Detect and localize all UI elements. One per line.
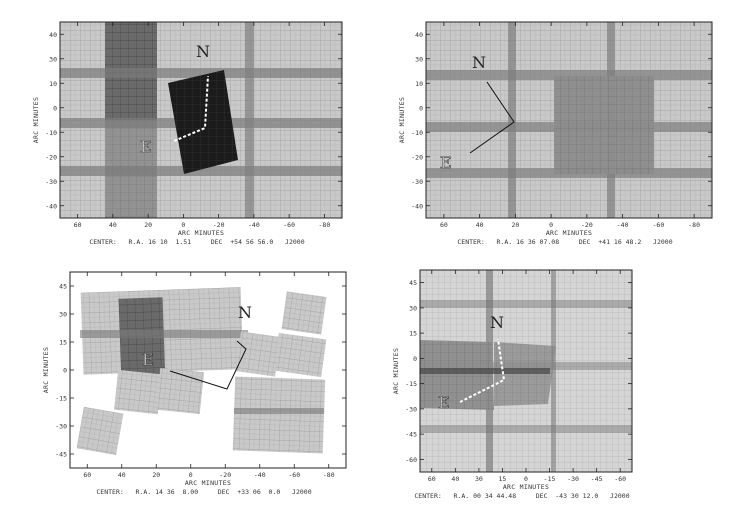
x-tick-label: -15	[544, 475, 556, 483]
x-tick-label: 20	[152, 471, 160, 479]
x-tick-label: -45	[591, 475, 603, 483]
x-tick-label: 30	[475, 475, 483, 483]
compass-e-label: E	[438, 393, 450, 412]
y-tick-label: 0	[63, 367, 67, 375]
y-tick-label: 30	[409, 304, 417, 312]
x-tick-label: -60	[288, 471, 300, 479]
compass-top-left: N E	[140, 42, 210, 156]
y-tick-label: 45	[409, 279, 417, 287]
y-tick-label: -10	[45, 129, 57, 137]
y-tick-label: -30	[411, 178, 423, 186]
compass-bottom-left: N E	[142, 303, 252, 390]
x-tick-label: 40	[118, 471, 126, 479]
y-tick-label: -20	[45, 153, 57, 161]
y-tick-label: -40	[45, 202, 57, 210]
x-tick-label: -60	[653, 221, 665, 229]
y-tick-label: -30	[55, 423, 67, 431]
y-tick-label: -45	[405, 431, 417, 439]
x-tick-label: -80	[323, 471, 335, 479]
y-tick-label: -30	[405, 405, 417, 413]
x-tick-label: -20	[213, 221, 225, 229]
y-tick-label: -40	[411, 202, 423, 210]
x-axis-label: ARC MINUTES	[546, 229, 592, 237]
x-tick-label: 0	[181, 221, 185, 229]
x-tick-label: -20	[581, 221, 593, 229]
y-tick-label: -10	[411, 129, 423, 137]
x-tick-label: -40	[248, 221, 260, 229]
y-tick-label: 45	[59, 283, 67, 291]
compass-n-label: N	[490, 313, 504, 332]
x-tick-label: -80	[688, 221, 700, 229]
compass-top-right: N E	[440, 53, 515, 172]
y-tick-label: -60	[405, 456, 417, 464]
x-tick-label: 20	[144, 221, 152, 229]
x-tick-label: 0	[549, 221, 553, 229]
x-tick-label: -60	[283, 221, 295, 229]
y-tick-label: -30	[45, 178, 57, 186]
x-tick-label: 20	[511, 221, 519, 229]
panel-caption: CENTER: R.A. 00 34 44.48 DEC -43 30 12.0…	[414, 492, 629, 500]
x-tick-label: 0	[189, 471, 193, 479]
x-tick-label: 60	[428, 475, 436, 483]
x-tick-label: 60	[440, 221, 448, 229]
compass-bottom-right: N E	[438, 313, 506, 412]
x-tick-label: 40	[476, 221, 484, 229]
axis-labels-layer: 60 40 20 0 -20 -40 -60 -80 40 30 10 0 -10 -20 -30 -40 AR…	[32, 22, 712, 500]
y-tick-label: -15	[405, 380, 417, 388]
x-tick-label: 60	[83, 471, 91, 479]
compass-n-label: N	[472, 53, 486, 72]
panel-top-right: N E	[425, 21, 713, 219]
y-tick-label: -20	[411, 153, 423, 161]
y-tick-label: 0	[53, 104, 57, 112]
panel-caption: CENTER: R.A. 16 36 07.08 DEC +41 16 48.2…	[457, 238, 672, 246]
panel-caption: CENTER: R.A. 16 10 1.51 DEC +54 56 56.0 …	[89, 238, 304, 246]
x-axis-label: ARC MINUTES	[185, 479, 231, 487]
x-tick-label: 40	[451, 475, 459, 483]
x-axis-label: ARC MINUTES	[503, 483, 549, 491]
compass-e-label: E	[140, 137, 152, 156]
x-tick-label: 0	[524, 475, 528, 483]
compass-n-label: N	[238, 303, 252, 322]
x-tick-label: -40	[617, 221, 629, 229]
compass-e-label: E	[142, 350, 154, 369]
y-tick-label: 10	[415, 80, 423, 88]
x-tick-label: 60	[74, 221, 82, 229]
y-tick-label: 40	[49, 31, 57, 39]
compass-e-label: E	[440, 153, 452, 172]
panel-bottom-left: N E	[69, 271, 347, 469]
y-tick-label: 40	[415, 31, 423, 39]
panel-top-left: N E	[59, 21, 343, 219]
x-tick-label: 40	[109, 221, 117, 229]
x-tick-label: -40	[254, 471, 266, 479]
y-tick-label: 15	[409, 330, 417, 338]
y-tick-label: 0	[419, 104, 423, 112]
x-tick-label: -20	[219, 471, 231, 479]
y-axis-label: ARC MINUTES	[392, 348, 400, 394]
x-tick-label: 15	[499, 475, 507, 483]
y-tick-label: 30	[49, 55, 57, 63]
y-tick-label: -45	[55, 451, 67, 459]
y-axis-label: ARC MINUTES	[42, 347, 50, 393]
panel-caption: CENTER: R.A. 14 36 8.00 DEC +33 06 0.0 J…	[96, 488, 311, 496]
y-tick-label: 10	[49, 80, 57, 88]
x-tick-label: -80	[319, 221, 331, 229]
y-tick-label: -15	[55, 395, 67, 403]
y-tick-label: 30	[415, 55, 423, 63]
y-axis-label: ARC MINUTES	[398, 97, 406, 143]
y-tick-label: 15	[59, 339, 67, 347]
y-tick-label: 30	[59, 311, 67, 319]
panel-bottom-right: N E	[419, 269, 633, 473]
x-tick-label: -60	[614, 475, 626, 483]
y-axis-label: ARC MINUTES	[32, 97, 40, 143]
compass-n-label: N	[196, 42, 210, 61]
x-axis-label: ARC MINUTES	[178, 229, 224, 237]
y-tick-label: 0	[413, 355, 417, 363]
x-tick-label: -30	[567, 475, 579, 483]
